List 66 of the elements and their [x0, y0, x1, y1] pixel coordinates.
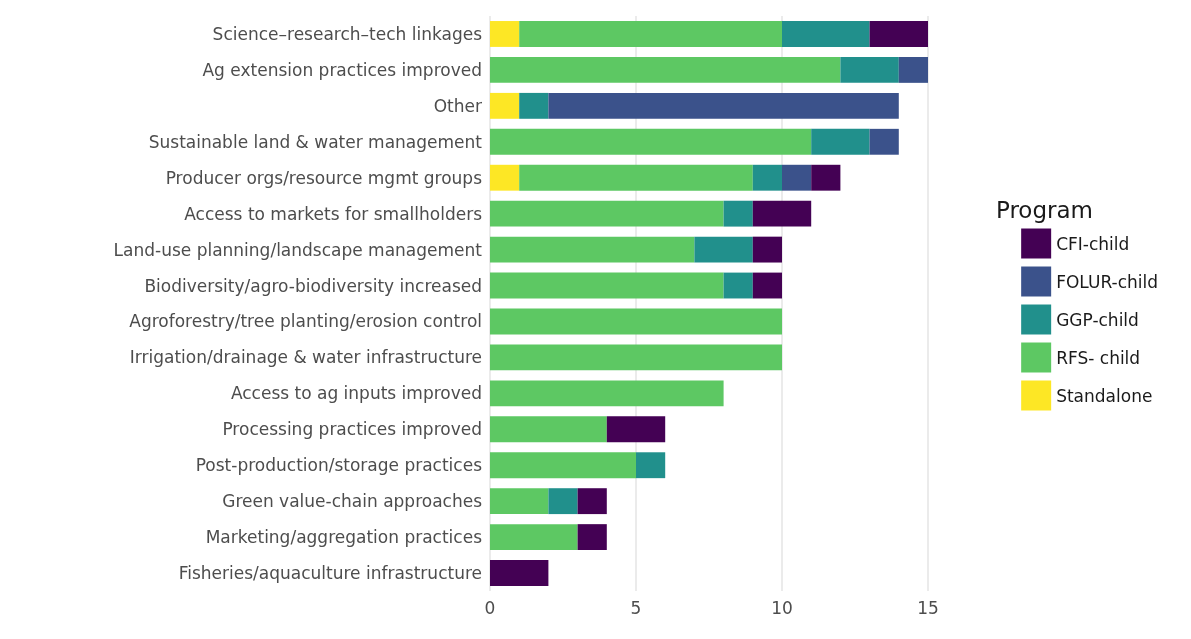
bar — [490, 56, 841, 83]
bar — [752, 272, 782, 299]
bar — [577, 524, 607, 551]
bar — [869, 21, 928, 47]
y-tick-label: Post-production/storage practices — [195, 455, 483, 476]
y-tick-label: Access to markets for smallholders — [184, 203, 483, 224]
legend-label: Standalone — [1056, 385, 1153, 406]
y-tick-label: Science–research–tech linkages — [212, 23, 483, 44]
y-tick-label: Fisheries/aquaculture infrastructure — [178, 563, 482, 584]
y-tick-label: Green value-chain approaches — [222, 491, 483, 512]
legend-title: Program — [995, 196, 1093, 223]
bar — [490, 164, 520, 191]
bar — [548, 92, 899, 119]
legend-label: GGP-child — [1056, 309, 1139, 330]
bar — [490, 344, 782, 371]
bar — [840, 56, 899, 83]
y-tick-label: Marketing/aggregation practices — [205, 527, 483, 548]
bar — [490, 92, 520, 119]
x-tick-label: 5 — [630, 597, 642, 618]
bar — [490, 560, 549, 586]
bar — [519, 92, 549, 119]
bar — [869, 128, 899, 155]
bar — [577, 488, 607, 515]
y-tick-label: Other — [433, 95, 482, 116]
bar — [782, 164, 812, 191]
y-tick-label: Processing practices improved — [222, 419, 482, 440]
bar — [490, 524, 578, 551]
x-tick-label: 10 — [771, 597, 793, 618]
bar — [490, 308, 782, 335]
bar — [898, 56, 928, 83]
y-tick-label: Sustainable land & water management — [148, 131, 483, 152]
bar — [490, 488, 549, 515]
bar — [490, 128, 812, 155]
bar — [490, 21, 520, 47]
y-tick-label: Agroforestry/tree planting/erosion control — [129, 311, 482, 332]
bar — [490, 452, 636, 479]
bar — [519, 21, 782, 47]
bar — [490, 200, 724, 227]
bar — [782, 21, 870, 47]
bar — [752, 200, 812, 227]
bar — [490, 380, 724, 407]
legend-label: RFS- child — [1056, 347, 1141, 368]
bar — [752, 236, 782, 263]
legend-label: CFI-child — [1056, 233, 1130, 254]
y-tick-label: Biodiversity/agro-biodiversity increased — [144, 275, 482, 296]
x-tick-label: 15 — [917, 597, 939, 618]
bar — [490, 272, 724, 299]
bar — [811, 128, 870, 155]
y-tick-label: Access to ag inputs improved — [230, 383, 482, 404]
y-tick-label: Irrigation/drainage & water infrastructure — [129, 347, 482, 368]
x-tick-label: 0 — [484, 597, 496, 618]
bar — [490, 236, 695, 263]
y-tick-label: Land-use planning/landscape management — [113, 239, 483, 260]
bar — [723, 200, 753, 227]
y-tick-label: Producer orgs/resource mgmt groups — [165, 167, 483, 188]
bar — [519, 164, 753, 191]
bar — [606, 416, 666, 443]
legend-label: FOLUR-child — [1056, 271, 1158, 292]
bar — [811, 164, 841, 191]
bar — [636, 452, 666, 479]
bar — [752, 164, 782, 191]
bar — [548, 488, 578, 515]
y-tick-label: Ag extension practices improved — [202, 59, 482, 80]
bar — [694, 236, 753, 263]
bar — [490, 416, 607, 443]
bar — [723, 272, 753, 299]
